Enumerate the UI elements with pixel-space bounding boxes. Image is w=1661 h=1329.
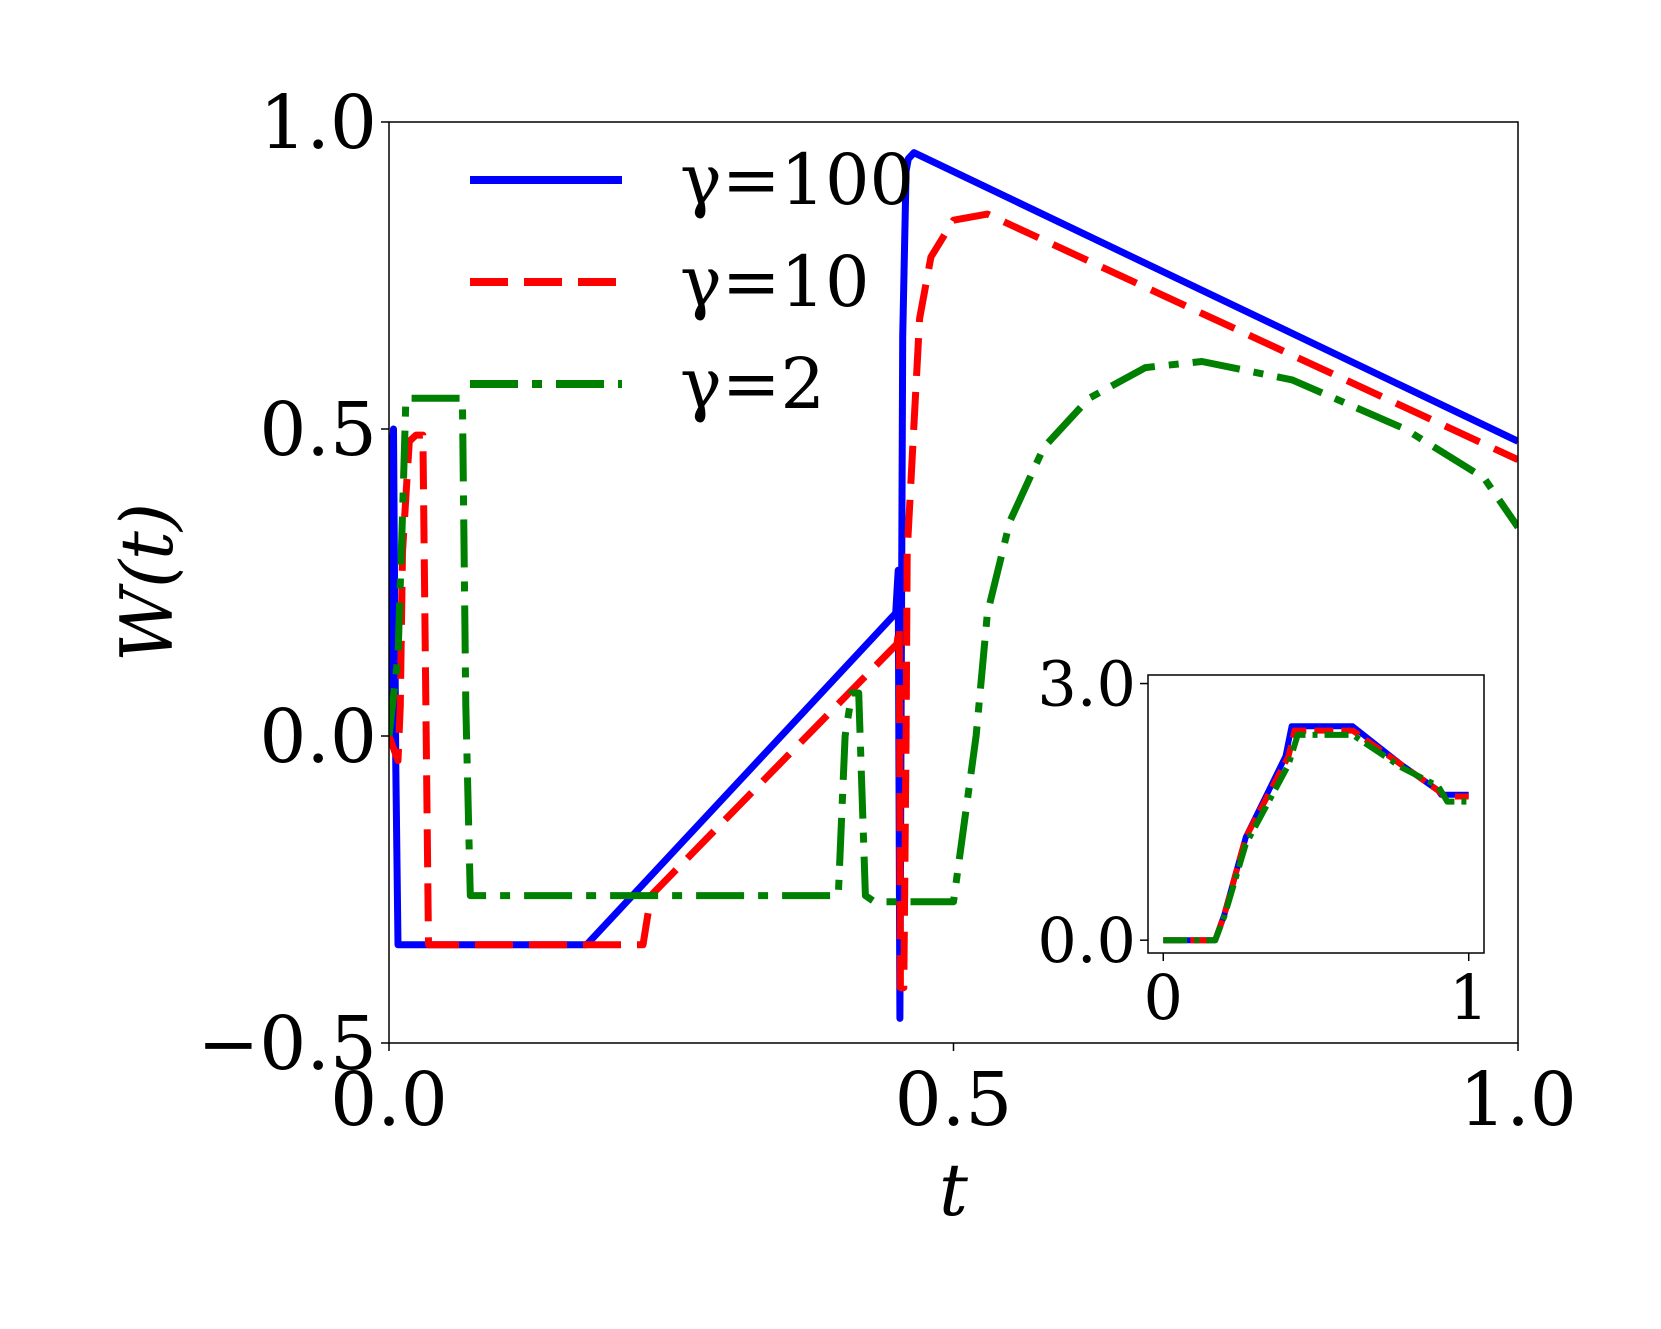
y-tick-label: 0.0 xyxy=(259,694,377,780)
legend-label: γ=2 xyxy=(680,343,825,425)
series-line-1 xyxy=(389,149,1518,1022)
inset-y-tick-label: 3.0 xyxy=(1037,647,1136,720)
legend-entry-3: γ=2 xyxy=(470,343,825,425)
inset-plot-frame xyxy=(1147,674,1485,954)
x-tick-label: 0.5 xyxy=(895,1057,1013,1143)
inset-x-tick-label: 0 xyxy=(1144,961,1183,1034)
x-tick-label: 0.0 xyxy=(330,1057,448,1143)
legend-label: γ=100 xyxy=(680,139,914,221)
inset-axes: 0 1 0.0 3.0 xyxy=(1037,647,1488,1034)
y-tick-label: 0.5 xyxy=(259,387,377,473)
main-axes: 0.0 0.5 1.0−0.50.00.51.0tW(t) xyxy=(105,80,1577,1232)
legend-entry-1: γ=100 xyxy=(470,139,914,221)
series-line-2 xyxy=(389,210,1518,992)
y-tick-label: −0.5 xyxy=(197,1001,377,1087)
legend: γ=100 γ=10 γ=2 xyxy=(470,139,914,425)
legend-entry-2: γ=10 xyxy=(470,241,870,323)
legend-label: γ=10 xyxy=(680,241,870,323)
series-line-3 xyxy=(389,358,1518,906)
inset-y-tick-label: 0.0 xyxy=(1037,904,1136,977)
y-axis-title: W(t) xyxy=(105,503,189,662)
inset-x-tick-label: 1 xyxy=(1449,961,1488,1034)
y-tick-label: 1.0 xyxy=(259,80,377,166)
inset-series-line-3 xyxy=(1163,731,1469,944)
x-tick-label: 1.0 xyxy=(1459,1057,1577,1143)
inset-background xyxy=(1148,675,1484,953)
x-axis-title: t xyxy=(939,1148,969,1232)
